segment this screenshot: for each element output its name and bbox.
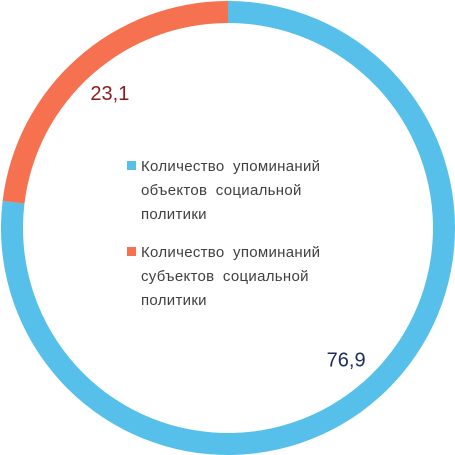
legend-swatch	[127, 161, 136, 170]
legend-item: Количество упоминаний субъектов социальн…	[127, 241, 352, 313]
legend: Количество упоминаний объектов социально…	[127, 155, 352, 327]
legend-item: Количество упоминаний объектов социально…	[127, 155, 352, 227]
legend-label: Количество упоминаний субъектов социальн…	[141, 244, 321, 309]
legend-swatch	[127, 247, 136, 256]
legend-label: Количество упоминаний объектов социально…	[141, 158, 321, 223]
data-label: 23,1	[90, 83, 129, 105]
data-label: 76,9	[327, 349, 366, 371]
donut-segment	[2, 1, 229, 204]
